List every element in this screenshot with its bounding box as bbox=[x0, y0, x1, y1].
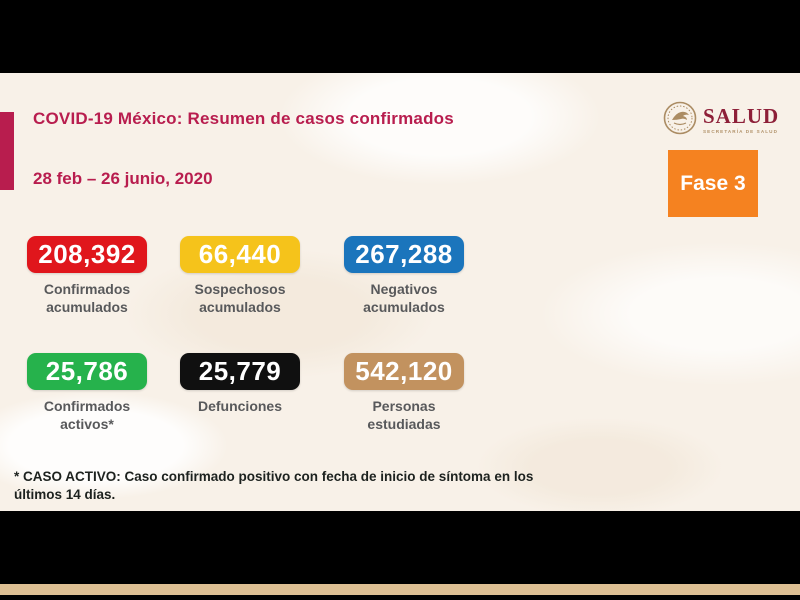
stat-value-pill: 208,392 bbox=[27, 236, 147, 273]
salud-subtitle: SECRETARÍA DE SALUD bbox=[703, 129, 779, 135]
stat-label: Confirmados activos* bbox=[43, 398, 131, 433]
stat-sospechosos-acumulados: 66,440 Sospechosos acumulados bbox=[160, 236, 320, 316]
stat-label: Personas estudiadas bbox=[367, 398, 441, 433]
stat-defunciones: 25,779 Defunciones bbox=[160, 353, 320, 415]
stat-label: Defunciones bbox=[197, 398, 282, 414]
footnote-caso-activo: * CASO ACTIVO: Caso confirmado positivo … bbox=[14, 469, 534, 503]
stat-value-pill: 267,288 bbox=[344, 236, 464, 273]
salud-name: SALUD bbox=[703, 104, 780, 129]
stat-negativos-acumulados: 267,288 Negativos acumulados bbox=[324, 236, 484, 316]
stat-value-pill: 25,786 bbox=[27, 353, 147, 390]
stat-value-pill: 542,120 bbox=[344, 353, 464, 390]
stat-confirmados-acumulados: 208,392 Confirmados acumulados bbox=[7, 236, 167, 316]
stat-value-pill: 25,779 bbox=[180, 353, 300, 390]
stat-label: Sospechosos acumulados bbox=[194, 281, 286, 316]
accent-stripe bbox=[0, 112, 14, 190]
stat-confirmados-activos: 25,786 Confirmados activos* bbox=[7, 353, 167, 433]
salud-logo: SALUD SECRETARÍA DE SALUD bbox=[662, 100, 779, 141]
date-range: 28 feb – 26 junio, 2020 bbox=[33, 169, 213, 188]
stat-value-pill: 66,440 bbox=[180, 236, 300, 273]
salud-seal-icon bbox=[662, 100, 698, 141]
page-title: COVID-19 México: Resumen de casos confir… bbox=[33, 109, 454, 128]
slide-background: COVID-19 México: Resumen de casos confir… bbox=[0, 73, 800, 595]
stat-personas-estudiadas: 542,120 Personas estudiadas bbox=[324, 353, 484, 433]
phase-badge: Fase 3 bbox=[668, 150, 758, 217]
salud-wordmark: SALUD SECRETARÍA DE SALUD bbox=[703, 106, 779, 135]
stat-label: Confirmados acumulados bbox=[43, 281, 131, 316]
stat-label: Negativos acumulados bbox=[363, 281, 445, 316]
bottom-accent-strip bbox=[0, 584, 800, 595]
